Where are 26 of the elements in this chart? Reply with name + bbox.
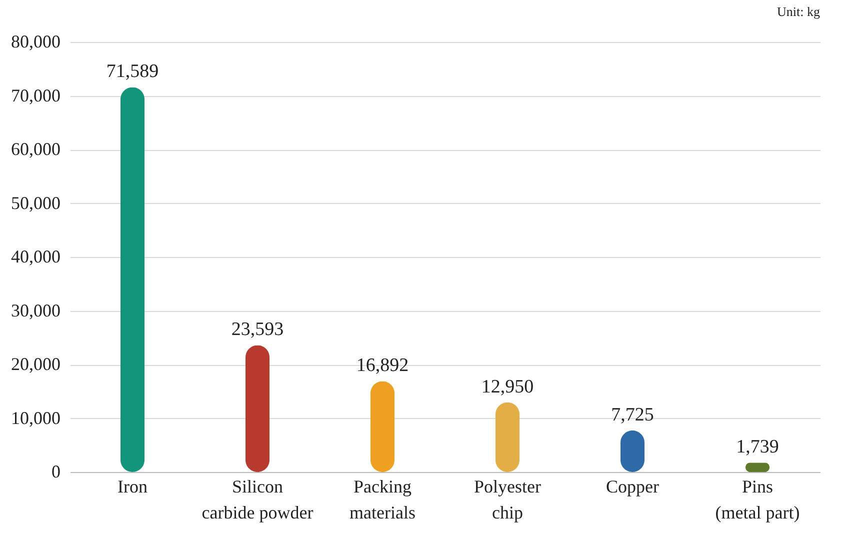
bar [370,381,394,472]
data-label: 7,725 [611,404,654,426]
y-tick-label: 40,000 [11,246,60,266]
x-tick-label: Pins (metal part) [715,476,800,522]
text: Unit: kg [777,4,820,19]
x-tick-label: Silicon carbide powder [202,476,314,522]
data-label: 23,593 [231,319,284,340]
y-tick-label: 80,000 [11,32,60,52]
data-label: 16,892 [356,355,409,376]
y-tick-label: 20,000 [11,354,60,374]
data-label: 71,589 [106,61,159,82]
y-tick-label: 0 [52,462,60,482]
data-label: 12,950 [481,376,534,398]
y-tick-label: 30,000 [11,300,60,320]
x-tick-label: Packing materials [350,476,416,522]
y-tick-label: 60,000 [11,139,60,159]
bar [246,345,270,472]
y-tick-label: 70,000 [11,85,60,106]
bar [496,402,520,472]
bar [120,87,144,472]
y-tick-label: 10,000 [11,408,60,428]
data-label: 1,739 [736,436,779,458]
x-tick-label: Copper [606,476,659,496]
x-tick-label: Iron [118,476,148,496]
y-tick-label: 50,000 [11,192,60,213]
x-tick-label: Polyester chip [474,476,541,522]
